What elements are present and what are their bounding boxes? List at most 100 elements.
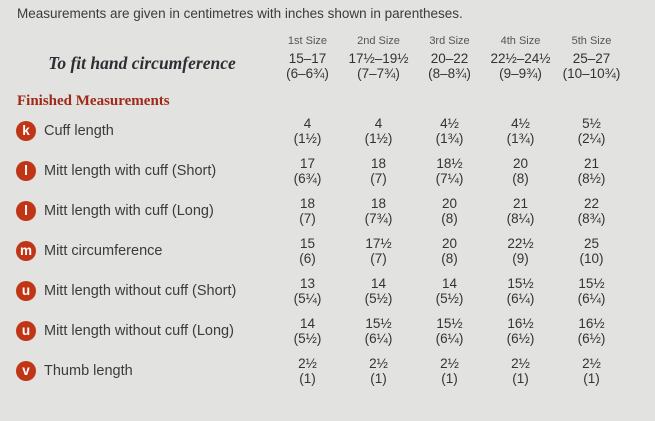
- value-cell: 17½ (7): [343, 236, 414, 266]
- fit-row-label: To fit hand circumference: [48, 53, 236, 73]
- key-letter-badge: v: [16, 361, 36, 381]
- value-cell: 22 (8¾): [556, 196, 627, 226]
- row-values: 13 (5¼) 14 (5½) 14 (5½) 15½ (6¼) 15½ (6¼): [272, 276, 627, 306]
- value-cm: 5½: [582, 116, 601, 131]
- value-cell: 4 (1½): [343, 116, 414, 146]
- value-cell: 2½ (1): [343, 356, 414, 386]
- row-values: 15 (6) 17½ (7) 20 (8) 22½ (9) 25 (10): [272, 236, 627, 266]
- value-in: (5½): [435, 291, 464, 306]
- value-cell: 15 (6): [272, 236, 343, 266]
- value-cm: 25: [583, 236, 600, 251]
- value-in: (1): [370, 371, 387, 386]
- value-cm: 2½: [582, 356, 601, 371]
- key-letter-badge: m: [16, 241, 36, 261]
- value-cm: 20: [441, 236, 458, 251]
- size-header: 2nd Size: [357, 35, 400, 47]
- value-cell: 2½ (1): [272, 356, 343, 386]
- value-cm: 15½: [507, 276, 534, 291]
- value-in: (1½): [364, 131, 393, 146]
- value-in: (7): [370, 171, 387, 186]
- value-cm: 4: [303, 116, 312, 131]
- value-in: (8½): [577, 171, 606, 186]
- value-cell: 20 (8): [414, 236, 485, 266]
- key-letter-badge: u: [16, 321, 36, 341]
- value-in: (7¾): [364, 211, 393, 226]
- value-cm: 22½: [507, 236, 534, 251]
- value-in: (8): [441, 211, 458, 226]
- row-values: 18 (7) 18 (7¾) 20 (8) 21 (8¼) 22 (8¾): [272, 196, 627, 226]
- fit-value-cell: 15–17 (6–6¾): [272, 51, 343, 81]
- value-in: (1): [441, 371, 458, 386]
- measurement-row: u Mitt length without cuff (Short) 13 (5¼) 1…: [0, 271, 655, 311]
- value-cm: 18: [370, 156, 387, 171]
- value-cm: 14: [370, 276, 387, 291]
- value-cell: 15½ (6¼): [556, 276, 627, 306]
- value-in: (1): [512, 371, 529, 386]
- value-in: (7–7¾): [357, 66, 400, 81]
- value-cm: 18: [370, 196, 387, 211]
- value-cm: 20: [441, 196, 458, 211]
- value-cell: 16½ (6½): [556, 316, 627, 346]
- value-cell: 25 (10): [556, 236, 627, 266]
- value-cm: 17½: [365, 236, 392, 251]
- value-cm: 17½–19½: [348, 51, 409, 66]
- value-in: (7): [370, 251, 387, 266]
- value-cm: 14: [441, 276, 458, 291]
- value-cm: 25–27: [572, 51, 611, 66]
- value-in: (6¼): [577, 291, 606, 306]
- row-label: Mitt circumference: [44, 243, 163, 259]
- value-cm: 2½: [298, 356, 317, 371]
- value-cell: 15½ (6¼): [343, 316, 414, 346]
- key-letter-badge: u: [16, 281, 36, 301]
- row-values: 4 (1½) 4 (1½) 4½ (1¾) 4½ (1¾) 5½ (2¼): [272, 116, 627, 146]
- value-cm: 4½: [440, 116, 459, 131]
- value-cell: 4½ (1¾): [485, 116, 556, 146]
- value-cell: 20 (8): [485, 156, 556, 186]
- value-cm: 2½: [369, 356, 388, 371]
- value-cm: 16½: [578, 316, 605, 331]
- value-cell: 22½ (9): [485, 236, 556, 266]
- measurement-row: k Cuff length 4 (1½) 4 (1½) 4½ (1¾) 4½ (1¾) 5½ (2¼): [0, 111, 655, 151]
- value-cm: 18½: [436, 156, 463, 171]
- value-cell: 4 (1½): [272, 116, 343, 146]
- fit-value-cell: 25–27 (10–10¾): [556, 51, 627, 81]
- size-header: 3rd Size: [429, 35, 470, 47]
- value-cell: 18 (7¾): [343, 196, 414, 226]
- value-in: (2¼): [577, 131, 606, 146]
- value-cell: 14 (5½): [414, 276, 485, 306]
- size-header-row: 1st Size 2nd Size 3rd Size 4th Size 5th Size: [272, 35, 627, 47]
- value-in: (7¼): [435, 171, 464, 186]
- value-cm: 2½: [511, 356, 530, 371]
- value-cm: 13: [299, 276, 316, 291]
- value-cell: 18 (7): [343, 156, 414, 186]
- value-cell: 20 (8): [414, 196, 485, 226]
- value-cell: 2½ (1): [556, 356, 627, 386]
- key-letter-badge: l: [16, 161, 36, 181]
- value-cell: 21 (8¼): [485, 196, 556, 226]
- value-in: (1¾): [435, 131, 464, 146]
- value-in: (8¾): [577, 211, 606, 226]
- value-in: (8): [441, 251, 458, 266]
- value-cell: 4½ (1¾): [414, 116, 485, 146]
- measurement-row: m Mitt circumference 15 (6) 17½ (7) 20 (8) 22½ (9…: [0, 231, 655, 271]
- value-in: (8¼): [506, 211, 535, 226]
- measurement-row: l Mitt length with cuff (Short) 17 (6¾) 18 (7…: [0, 151, 655, 191]
- value-cm: 15–17: [288, 51, 327, 66]
- value-cm: 18: [299, 196, 316, 211]
- value-in: (1¾): [506, 131, 535, 146]
- value-in: (6½): [577, 331, 606, 346]
- fit-value-cell: 22½–24½ (9–9¾): [485, 51, 556, 81]
- measurement-row: l Mitt length with cuff (Long) 18 (7) 18 (7¾)…: [0, 191, 655, 231]
- value-cell: 2½ (1): [485, 356, 556, 386]
- size-header: 4th Size: [500, 35, 541, 47]
- value-cm: 15½: [365, 316, 392, 331]
- measurement-row: v Thumb length 2½ (1) 2½ (1) 2½ (1) 2½ (1) 2½ (1): [0, 351, 655, 391]
- value-cm: 4: [374, 116, 383, 131]
- value-in: (5½): [364, 291, 393, 306]
- value-cell: 5½ (2¼): [556, 116, 627, 146]
- value-in: (6¼): [506, 291, 535, 306]
- value-cm: 20–22: [430, 51, 469, 66]
- value-cm: 22½–24½: [490, 51, 551, 66]
- value-cell: 17 (6¾): [272, 156, 343, 186]
